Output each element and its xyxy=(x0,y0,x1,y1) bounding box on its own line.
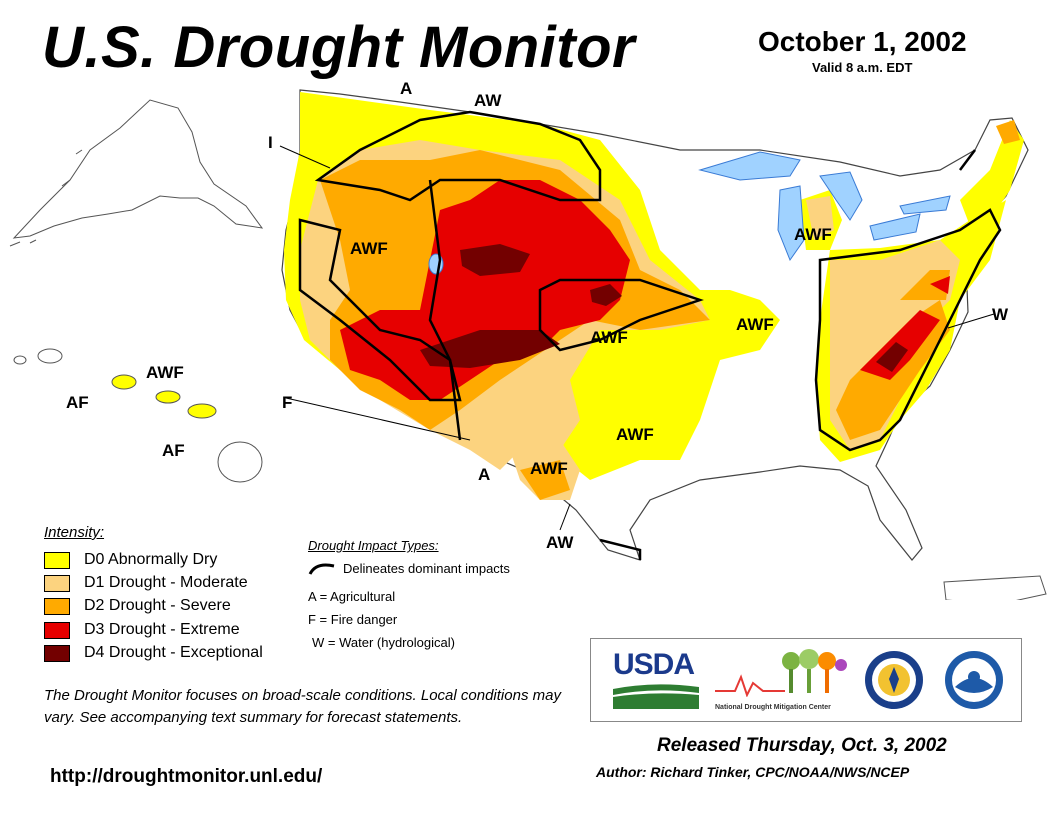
impact-label: A xyxy=(400,80,412,98)
impact-label: W xyxy=(992,305,1009,324)
d4-colorado xyxy=(420,330,560,368)
legend-label: D4 Drought - Exceptional xyxy=(84,644,263,661)
released-date: Released Thursday, Oct. 3, 2002 xyxy=(657,735,947,756)
partner-logos: USDA National Drought Mitigation Center xyxy=(590,638,1022,722)
legend-swatch-d3 xyxy=(44,621,70,639)
commerce-seal-logo xyxy=(865,651,923,709)
legend-item-d0: D0 Abnormally Dry xyxy=(44,550,217,570)
d3-west xyxy=(340,180,630,400)
impact-leader-lines xyxy=(279,145,995,531)
legend-item-d4: D4 Drought - Exceptional xyxy=(44,643,263,663)
impact-heading: Drought Impact Types: xyxy=(308,538,439,553)
great-lakes xyxy=(698,151,951,262)
d4-nebraska xyxy=(590,284,622,306)
legend-label: D3 Drought - Extreme xyxy=(84,621,240,638)
impact-label: AF xyxy=(66,393,89,412)
author-credit: Author: Richard Tinker, CPC/NOAA/NWS/NCE… xyxy=(596,764,910,780)
impact-labels: A AW I AWF AWF AWF AWF AWF AWF A AWF W A… xyxy=(66,80,1009,552)
usda-logo-graphic xyxy=(613,684,699,709)
impact-type-a: A = Agricultural xyxy=(308,589,396,604)
d4-wyoming xyxy=(460,244,530,276)
map-date: October 1, 2002 xyxy=(758,26,967,57)
disclaimer-note: The Drought Monitor focuses on broad-sca… xyxy=(44,687,561,726)
noaa-logo xyxy=(945,651,1003,709)
impact-label: AW xyxy=(474,91,502,110)
hawaii xyxy=(13,348,263,483)
impact-label: AWF xyxy=(736,315,774,334)
impact-label: AF xyxy=(162,441,185,460)
legend-heading: Intensity: xyxy=(44,524,105,541)
d4-virginia xyxy=(876,342,908,372)
puerto-rico xyxy=(943,575,1047,600)
drought-map: A AW I AWF AWF AWF AWF AWF AWF A AWF W A… xyxy=(9,80,1047,600)
d0-newengland xyxy=(960,120,1024,226)
impact-label: AWF xyxy=(530,459,568,478)
map-title: U.S. Drought Monitor xyxy=(42,15,636,80)
legend-swatch-d4 xyxy=(44,644,70,662)
impact-label: AWF xyxy=(146,363,184,382)
legend-label: D1 Drought - Moderate xyxy=(84,574,248,591)
d3-ne xyxy=(930,276,950,294)
great-salt-lake xyxy=(428,253,444,275)
impact-line-label: Delineates dominant impacts xyxy=(343,561,510,576)
impact-label: F xyxy=(282,393,292,412)
website-link[interactable]: http://droughtmonitor.unl.edu/ xyxy=(50,766,323,787)
impact-label: AWF xyxy=(616,425,654,444)
impact-label: AWF xyxy=(794,225,832,244)
usda-logo: USDA xyxy=(613,649,699,711)
usda-logo-text: USDA xyxy=(613,648,695,681)
valid-time: Valid 8 a.m. EDT xyxy=(812,60,913,75)
alaska-outline xyxy=(12,99,264,239)
d2-texas xyxy=(520,460,570,500)
impact-label: AWF xyxy=(590,328,628,347)
legend-swatch-d2 xyxy=(44,597,70,615)
d1-maine xyxy=(996,120,1020,144)
impact-type-w: W = Water (hydrological) xyxy=(312,635,455,650)
ndmc-logo: National Drought Mitigation Center xyxy=(715,647,847,713)
impact-label: A xyxy=(478,465,490,484)
legend-swatch-d1 xyxy=(44,574,70,592)
legend-item-d3: D3 Drought - Extreme xyxy=(44,620,240,640)
alaska-islands xyxy=(9,149,83,247)
impact-type-f: F = Fire danger xyxy=(308,612,398,627)
legend-item-d2: D2 Drought - Severe xyxy=(44,596,231,616)
ndmc-logo-text: National Drought Mitigation Center xyxy=(715,704,831,711)
d1-michigan xyxy=(806,196,834,240)
impact-boundaries xyxy=(298,110,1002,560)
impact-label: AW xyxy=(546,533,574,552)
impact-line-icon xyxy=(308,563,335,575)
ndmc-logo-graphic xyxy=(715,649,847,698)
impact-label: AWF xyxy=(350,239,388,258)
legend-swatch-d0 xyxy=(44,551,70,569)
legend-item-d1: D1 Drought - Moderate xyxy=(44,573,248,593)
legend-label: D2 Drought - Severe xyxy=(84,597,231,614)
impact-label: I xyxy=(268,133,273,152)
d2-mid xyxy=(900,270,950,300)
legend-label: D0 Abnormally Dry xyxy=(84,551,218,568)
